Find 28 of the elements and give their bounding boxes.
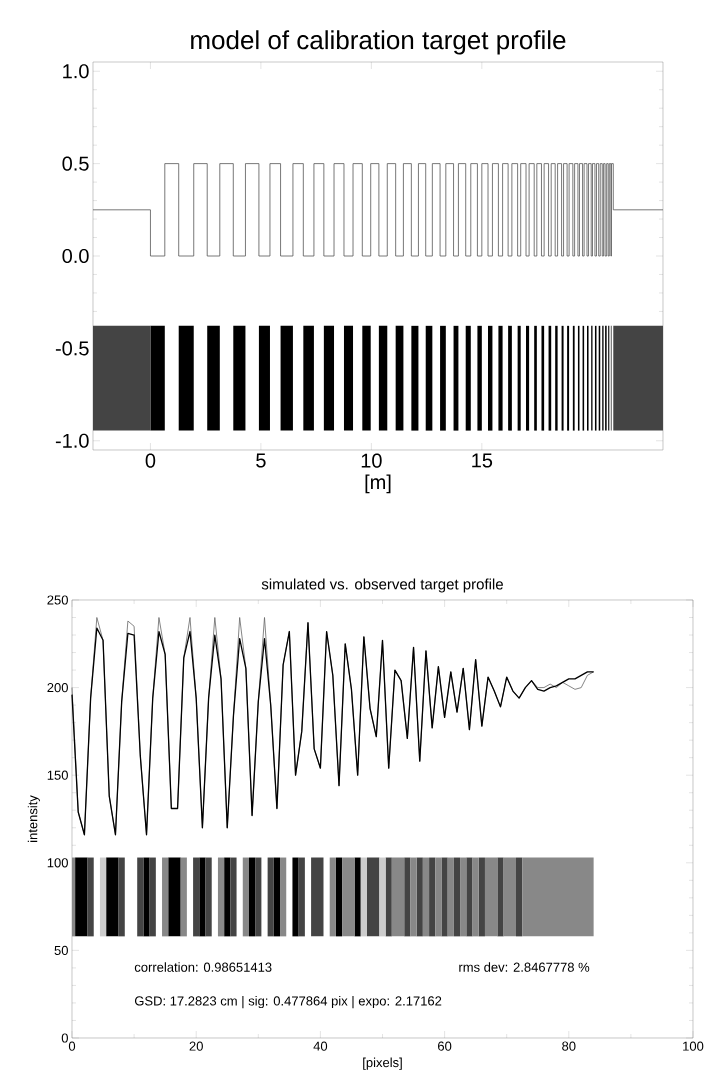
chart-title: simulated vs. observed target profile bbox=[261, 578, 503, 593]
y-tick-label: 250 bbox=[47, 595, 68, 605]
y-tick-label: -0.5 bbox=[55, 341, 89, 356]
x-axis-title: [pixels] bbox=[363, 1057, 402, 1070]
x-tick-label: 15 bbox=[472, 453, 493, 468]
y-tick-label: 0 bbox=[61, 1033, 68, 1043]
y-tick-label: 0.5 bbox=[62, 156, 89, 171]
x-tick-label: 80 bbox=[562, 1041, 576, 1051]
y-tick-label: 1.0 bbox=[63, 64, 89, 79]
x-axis-title: [m] bbox=[365, 474, 391, 494]
annotation: correlation: 0.98651413 bbox=[134, 962, 272, 972]
y-tick-label: 200 bbox=[47, 682, 68, 693]
x-tick-label: 0 bbox=[145, 453, 156, 468]
x-tick-label: 5 bbox=[256, 453, 266, 468]
chart-title: model of calibration target profile bbox=[191, 30, 566, 55]
y-axis-title: intensity bbox=[27, 795, 40, 842]
x-tick-label: 10 bbox=[361, 453, 382, 468]
annotation: rms dev: 2.8467778 % bbox=[459, 962, 590, 972]
x-tick-label: 40 bbox=[313, 1041, 328, 1051]
y-tick-label: 100 bbox=[47, 858, 68, 868]
y-tick-label: -1.0 bbox=[55, 433, 89, 448]
x-tick-label: 100 bbox=[683, 1041, 704, 1051]
x-tick-label: 20 bbox=[189, 1041, 203, 1051]
x-tick-label: 60 bbox=[438, 1041, 452, 1051]
y-tick-label: 150 bbox=[47, 770, 68, 780]
annotation: GSD: 17.2823 cm | sig: 0.477864 pix | expo: 2.17162 bbox=[134, 995, 442, 1009]
y-tick-label: 50 bbox=[54, 945, 68, 955]
y-tick-label: 0.0 bbox=[62, 248, 89, 264]
